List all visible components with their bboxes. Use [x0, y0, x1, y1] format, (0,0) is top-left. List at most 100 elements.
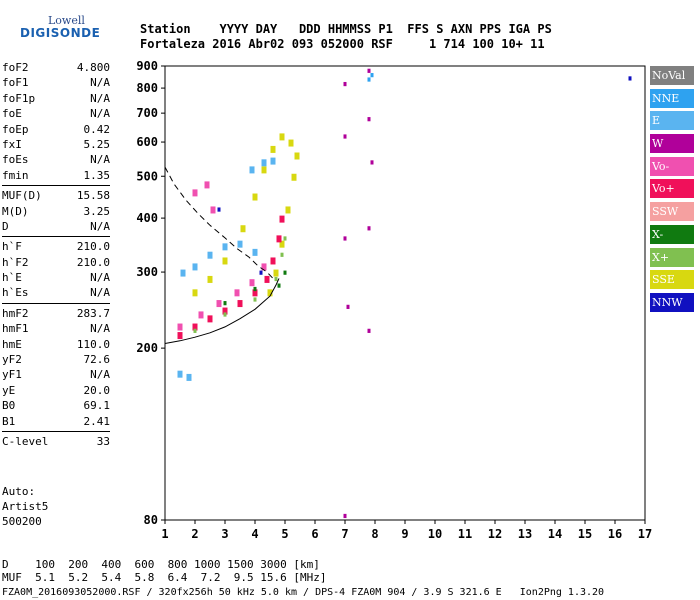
echo-point-vo- [237, 300, 243, 308]
auto-label: Auto: [2, 485, 36, 498]
echo-point-nnw [259, 270, 263, 275]
param-row: D N/A [2, 219, 110, 234]
y-tick-label: 700 [136, 106, 158, 120]
param-value: 69.1 [83, 399, 111, 413]
echo-point-nnw [217, 207, 221, 212]
param-name: h`E [2, 271, 22, 285]
param-row: hmE 110.0 [2, 337, 110, 352]
echo-point-w [367, 328, 371, 333]
y-tick-label: 900 [136, 59, 158, 73]
param-separator [2, 236, 110, 238]
echo-point-w [343, 134, 347, 139]
param-row: yF2 72.6 [2, 352, 110, 367]
legend-item-w: W [650, 134, 694, 154]
param-name: M(D) [2, 204, 29, 218]
echo-point-x- [193, 328, 197, 333]
legend-item-nne: NNE [650, 88, 694, 108]
echo-point-w [370, 160, 374, 165]
echo-point-e [177, 370, 183, 378]
echo-point-sse [285, 206, 291, 214]
legend-item-vo-: Vo- [650, 156, 694, 176]
auto-program: Artist5 [2, 500, 49, 513]
echo-point-sse [222, 257, 228, 265]
echo-point-w [343, 81, 347, 87]
echo-point-w [343, 513, 347, 519]
param-row: M(D) 3.25 [2, 204, 110, 219]
echo-point-e [261, 159, 267, 167]
echo-point-x- [223, 312, 227, 317]
param-value: 72.6 [83, 353, 111, 367]
echo-point-x- [274, 276, 278, 282]
param-value: N/A [90, 368, 110, 382]
echo-point-e [237, 240, 243, 248]
legend-item-sse: SSE [650, 270, 694, 290]
param-row: yE 20.0 [2, 383, 110, 398]
param-value: 210.0 [76, 240, 110, 254]
param-row: MUF(D) 15.58 [2, 188, 110, 203]
param-name: D [2, 219, 9, 233]
echo-point-e [207, 251, 213, 259]
param-row: h`F 210.0 [2, 239, 110, 254]
y-tick-label: 600 [136, 135, 158, 149]
y-tick-label: 500 [136, 169, 158, 183]
x-tick-label: 10 [428, 527, 442, 541]
param-row: h`E N/A [2, 270, 110, 285]
echo-point-vo- [264, 275, 270, 283]
y-tick-label: 300 [136, 265, 158, 279]
param-name: hmF2 [2, 306, 29, 320]
param-separator [2, 430, 110, 432]
echo-point-sse [279, 133, 285, 141]
param-name: h`F [2, 240, 22, 254]
param-row: foF1 N/A [2, 75, 110, 90]
legend-item-x-: X+ [650, 247, 694, 267]
echo-point-sse [207, 275, 213, 283]
legend-item-vo-: Vo+ [650, 179, 694, 199]
echo-point-sse [294, 152, 300, 160]
x-tick-label: 14 [548, 527, 562, 541]
x-tick-label: 15 [578, 527, 592, 541]
echo-point-e [270, 157, 276, 165]
echo-point-sse [261, 166, 267, 174]
x-tick-label: 8 [371, 527, 378, 541]
logo-top-text: Lowell [48, 14, 85, 27]
echo-point-x- [253, 286, 257, 292]
param-name: foE [2, 107, 22, 121]
param-name: foF1p [2, 91, 36, 105]
param-value: N/A [90, 107, 110, 121]
x-tick-label: 11 [458, 527, 472, 541]
param-name: yF1 [2, 368, 22, 382]
param-row: foF2 4.800 [2, 60, 110, 75]
param-row: fmin 1.35 [2, 168, 110, 183]
logo-main-text: DIGISONDE [20, 26, 101, 40]
echo-point-vo- [222, 307, 228, 315]
echo-point-vo- [234, 289, 240, 297]
param-value: 210.0 [76, 255, 110, 269]
echo-point-vo- [279, 215, 285, 223]
param-name: hmF1 [2, 322, 29, 336]
param-row: h`Es N/A [2, 285, 110, 300]
param-value: N/A [90, 76, 110, 90]
y-tick-label: 80 [144, 513, 158, 527]
echo-point-e [186, 373, 192, 381]
echo-point-sse [267, 289, 273, 297]
digisonde-logo: Lowell DIGISONDE [8, 6, 128, 46]
x-tick-label: 2 [191, 527, 198, 541]
x-tick-label: 12 [488, 527, 502, 541]
echo-point-vo- [276, 235, 282, 243]
param-name: B0 [2, 399, 16, 413]
param-value: 20.0 [83, 383, 111, 397]
param-separator [2, 302, 110, 304]
echo-point-vo- [192, 189, 198, 197]
echo-point-sse [288, 139, 294, 147]
param-value: 0.42 [83, 122, 111, 136]
param-value: N/A [90, 219, 110, 233]
param-row: yF1 N/A [2, 367, 110, 382]
echo-point-sse [252, 193, 258, 201]
echo-point-e [180, 269, 186, 277]
footer-file-info: FZA0M_2016093052000.RSF / 320fx256h 50 k… [2, 587, 605, 598]
echo-point-vo- [270, 257, 276, 265]
param-value: 3.25 [83, 204, 111, 218]
param-name: B1 [2, 414, 16, 428]
param-value: N/A [90, 322, 110, 336]
